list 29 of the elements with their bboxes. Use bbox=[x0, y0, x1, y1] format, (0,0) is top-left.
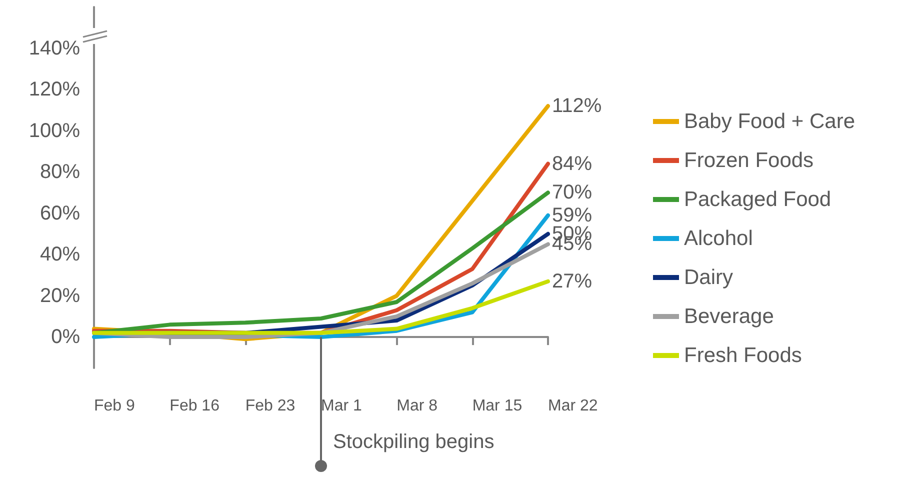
x-tick-label: Mar 22 bbox=[548, 398, 598, 414]
y-tick-label: 120% bbox=[28, 78, 80, 101]
data-label: 112% bbox=[552, 95, 602, 118]
y-tick-label: 0% bbox=[51, 326, 80, 348]
data-label: 84% bbox=[552, 152, 592, 175]
data-label: 70% bbox=[552, 182, 592, 204]
y-tick-label: 60% bbox=[40, 202, 80, 224]
y-tick-label: 40% bbox=[40, 244, 80, 266]
x-tick-label: Feb 9 bbox=[94, 398, 136, 414]
legend-label: Packaged Food bbox=[684, 188, 832, 211]
legend-label: Baby Food + Care bbox=[684, 110, 856, 133]
ref-line-label: Stockpiling begins bbox=[333, 431, 494, 453]
legend-label: Alcohol bbox=[684, 227, 753, 250]
legend-label: Fresh Foods bbox=[684, 344, 802, 367]
line-series bbox=[92, 279, 550, 335]
y-tick-label: 140% bbox=[28, 37, 80, 60]
x-tick-label: Feb 16 bbox=[170, 398, 220, 414]
legend-label: Beverage bbox=[684, 305, 774, 328]
data-label: 59% bbox=[552, 204, 592, 226]
data-label: 27% bbox=[552, 270, 592, 292]
legend-label: Frozen Foods bbox=[684, 149, 814, 172]
y-tick-label: 100% bbox=[28, 120, 80, 142]
x-tick-label: Feb 23 bbox=[245, 398, 296, 414]
x-tick-label: Mar 1 bbox=[321, 398, 362, 414]
legend-label: Dairy bbox=[684, 266, 734, 289]
y-tick-label: 80% bbox=[40, 161, 80, 184]
x-tick-label: Mar 15 bbox=[472, 398, 522, 414]
x-tick-label: Mar 8 bbox=[396, 398, 438, 414]
y-tick-label: 20% bbox=[40, 284, 80, 307]
